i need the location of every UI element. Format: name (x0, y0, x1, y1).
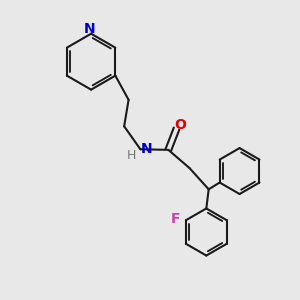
Text: F: F (171, 212, 180, 226)
Text: N: N (141, 142, 153, 156)
Text: O: O (174, 118, 186, 132)
Text: N: N (84, 22, 95, 36)
Text: H: H (126, 149, 136, 162)
